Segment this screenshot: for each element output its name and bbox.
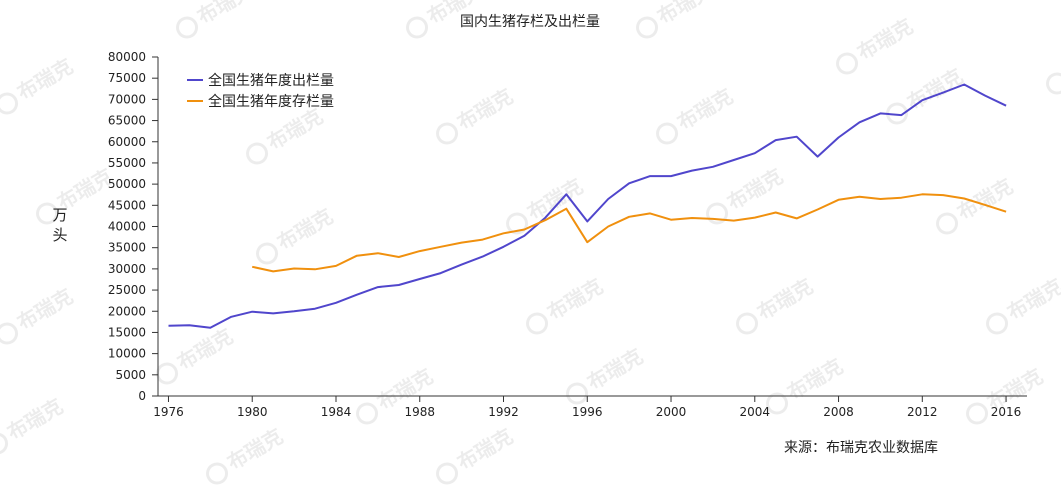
legend-label: 全国生猪年度出栏量 (208, 72, 334, 89)
y-tick-label: 10000 (108, 347, 146, 361)
y-axis-label-char: 头 (52, 226, 67, 244)
x-tick-label: 2004 (740, 405, 771, 419)
x-tick-label: 2000 (656, 405, 687, 419)
y-tick-label: 65000 (108, 114, 146, 128)
y-tick-label: 40000 (108, 220, 146, 234)
series-line-2 (251, 193, 1007, 273)
x-tick-label: 2008 (823, 405, 854, 419)
x-tick-label: 1992 (488, 405, 519, 419)
line-chart: 国内生猪存栏及出栏量 万头 0 5000 10000 15000 20000 25000 3… (52, 14, 1027, 456)
x-tick-label: 2012 (907, 405, 938, 419)
x-tick-label: 1980 (237, 405, 268, 419)
legend-item: 全国生猪年度存栏量 (187, 93, 334, 110)
y-tick-label: 30000 (108, 262, 146, 276)
x-tick-label: 1996 (572, 405, 603, 419)
y-axis-label-char: 万 (52, 206, 67, 224)
y-tick-label: 0 (138, 389, 146, 403)
y-tick-label: 70000 (108, 92, 146, 106)
legend-item: 全国生猪年度出栏量 (187, 72, 334, 89)
y-tick-label: 35000 (108, 241, 146, 255)
y-axis-ticks: 0 5000 10000 15000 20000 25000 30000 35000 40000… (108, 50, 158, 403)
x-tick-label: 1976 (153, 405, 184, 419)
series-lines (168, 83, 1007, 329)
legend-label: 全国生猪年度存栏量 (208, 93, 334, 110)
y-tick-label: 45000 (108, 198, 146, 212)
x-tick-label: 2016 (991, 405, 1022, 419)
y-tick-label: 5000 (115, 368, 146, 382)
x-tick-label: 1984 (321, 405, 352, 419)
y-tick-label: 75000 (108, 71, 146, 85)
y-tick-label: 55000 (108, 156, 146, 170)
y-axis-label: 万头 (52, 206, 67, 244)
source-note: 来源：布瑞克农业数据库 (784, 440, 938, 456)
y-tick-label: 80000 (108, 50, 146, 64)
y-tick-label: 15000 (108, 325, 146, 339)
y-tick-label: 25000 (108, 283, 146, 297)
series-line-1 (168, 83, 1007, 329)
y-tick-label: 60000 (108, 135, 146, 149)
x-tick-label: 1988 (404, 405, 435, 419)
chart-title: 国内生猪存栏及出栏量 (460, 14, 600, 30)
y-tick-label: 50000 (108, 177, 146, 191)
x-axis-ticks: 1976 1980 1984 1988 1992 1996 2000 2004 2008 2012… (153, 396, 1021, 419)
y-tick-label: 20000 (108, 304, 146, 318)
